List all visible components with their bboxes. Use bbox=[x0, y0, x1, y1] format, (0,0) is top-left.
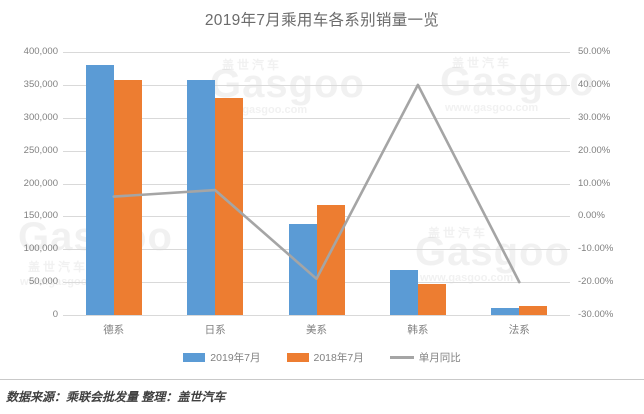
y2-axis-tick-label: 20.00% bbox=[578, 144, 611, 156]
y2-axis-tick-label: 0.00% bbox=[578, 210, 605, 222]
legend-item-2019年7月[interactable]: 2019年7月 bbox=[183, 350, 261, 365]
gridline bbox=[63, 315, 570, 316]
legend-item-单月同比[interactable]: 单月同比 bbox=[389, 350, 461, 365]
gray-line-swatch-icon bbox=[389, 356, 414, 359]
gridline bbox=[63, 52, 570, 53]
y2-axis-tick-label: -20.00% bbox=[578, 276, 614, 288]
bar-日系-2018年7月[interactable] bbox=[215, 98, 244, 315]
bar-美系-2019年7月[interactable] bbox=[288, 224, 317, 315]
y-axis-tick-label: 200,000 bbox=[23, 177, 58, 189]
legend-label: 单月同比 bbox=[418, 352, 461, 364]
bar-日系-2019年7月[interactable] bbox=[187, 80, 216, 315]
y-axis-tick-label: 150,000 bbox=[23, 210, 58, 222]
blue-swatch-icon bbox=[183, 353, 206, 362]
x-axis-category-label-日系: 日系 bbox=[204, 324, 226, 336]
y-axis-tick-label: 100,000 bbox=[23, 243, 58, 255]
y-axis-tick-label: 0 bbox=[52, 309, 58, 320]
legend-label: 2019年7月 bbox=[210, 352, 261, 364]
y-axis-tick-label: 350,000 bbox=[23, 78, 58, 90]
footer-divider bbox=[0, 379, 644, 380]
orange-swatch-icon bbox=[286, 353, 309, 362]
x-axis-category-label-德系: 德系 bbox=[103, 324, 125, 336]
x-axis-category-label-法系: 法系 bbox=[508, 324, 530, 336]
bar-法系-2019年7月[interactable] bbox=[491, 307, 520, 315]
y-axis-tick-label: 50,000 bbox=[28, 276, 58, 288]
bar-德系-2019年7月[interactable] bbox=[85, 65, 114, 315]
bar-美系-2018年7月[interactable] bbox=[316, 205, 345, 315]
legend-item-2018年7月[interactable]: 2018年7月 bbox=[286, 350, 364, 365]
x-axis-category-label-韩系: 韩系 bbox=[407, 324, 429, 336]
y-axis-tick-label: 400,000 bbox=[23, 46, 58, 57]
plot-area bbox=[63, 52, 570, 316]
bar-德系-2018年7月[interactable] bbox=[113, 79, 142, 315]
bar-法系-2018年7月[interactable] bbox=[519, 306, 548, 315]
bar-韩系-2018年7月[interactable] bbox=[417, 284, 446, 315]
x-axis-category-label-美系: 美系 bbox=[306, 324, 327, 336]
chart-legend: 2019年7月 2018年7月 单月同比 bbox=[0, 350, 644, 365]
y2-axis-tick-label: 50.00% bbox=[578, 46, 611, 57]
y2-axis-tick-label: 40.00% bbox=[578, 78, 611, 90]
footer-source-note: 数据来源：乘联会批发量 整理：盖世汽车 bbox=[6, 390, 226, 404]
y2-axis-tick-label: -10.00% bbox=[578, 243, 614, 255]
bar-韩系-2019年7月[interactable] bbox=[389, 270, 418, 315]
y-axis-tick-label: 300,000 bbox=[23, 111, 58, 123]
chart-title: 2019年7月乘用车各系别销量一览 bbox=[204, 12, 440, 29]
y-axis-tick-label: 250,000 bbox=[23, 144, 58, 156]
y2-axis-tick-label: 10.00% bbox=[578, 177, 611, 189]
y2-axis-tick-label: -30.00% bbox=[578, 309, 614, 320]
legend-label: 2018年7月 bbox=[313, 352, 364, 364]
y2-axis-tick-label: 30.00% bbox=[578, 111, 611, 123]
